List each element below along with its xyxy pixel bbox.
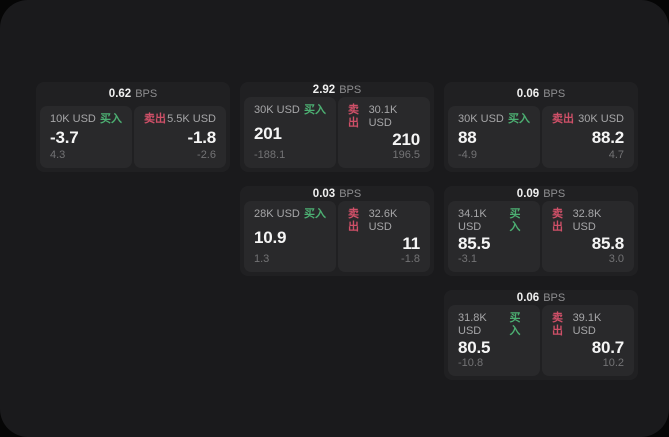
buy-price: 201 xyxy=(254,123,282,143)
buy-panel[interactable]: 31.8K USD 买入 80.5 -10.8 xyxy=(448,305,540,376)
sell-label: 卖出 xyxy=(348,104,359,129)
buy-change: -10.8 xyxy=(458,357,484,369)
sell-label: 卖出 xyxy=(348,208,359,233)
bps-unit: BPS xyxy=(543,187,566,200)
sell-panel[interactable]: 卖出 32.8K USD 85.8 3.0 xyxy=(542,201,634,272)
bps-value: 0.03 xyxy=(312,187,336,200)
sell-change: -2.6 xyxy=(197,149,216,161)
buy-label: 买入 xyxy=(508,113,530,125)
buy-panel[interactable]: 28K USD 买入 10.9 1.3 xyxy=(244,201,336,272)
panel-pair: 28K USD 买入 10.9 1.3 卖出 32.6K USD 11 -1.8 xyxy=(244,201,430,272)
buy-amount: 30K USD xyxy=(458,113,504,125)
buy-change: 1.3 xyxy=(254,253,270,265)
buy-panel[interactable]: 30K USD 买入 88 -4.9 xyxy=(448,106,540,168)
buy-label: 买入 xyxy=(304,104,326,116)
buy-label: 买入 xyxy=(509,208,521,233)
bps-value: 0.06 xyxy=(516,291,540,304)
bps-value: 0.06 xyxy=(516,88,540,100)
buy-price: 85.5 xyxy=(458,234,491,253)
quote-card: 0.06 BPS 31.8K USD 买入 80.5 -10.8 卖出 39.1… xyxy=(444,290,638,380)
quote-card: 0.03 BPS 28K USD 买入 10.9 1.3 卖出 32.6K US… xyxy=(240,186,434,276)
sell-panel[interactable]: 卖出 5.5K USD -1.8 -2.6 xyxy=(134,106,226,168)
buy-change: -188.1 xyxy=(254,149,286,161)
sell-panel[interactable]: 卖出 30K USD 88.2 4.7 xyxy=(542,106,634,168)
sell-label: 卖出 xyxy=(552,113,574,125)
bps-unit: BPS xyxy=(135,88,158,100)
sell-change: 4.7 xyxy=(608,149,624,161)
bps-unit: BPS xyxy=(543,291,566,304)
quote-card: 0.09 BPS 34.1K USD 买入 85.5 -3.1 卖出 32.8K… xyxy=(444,186,638,276)
buy-panel[interactable]: 30K USD 买入 201 -188.1 xyxy=(244,97,336,168)
card-header: 0.06 BPS xyxy=(448,290,634,305)
sell-panel[interactable]: 卖出 39.1K USD 80.7 10.2 xyxy=(542,305,634,376)
sell-price: 88.2 xyxy=(591,128,624,147)
sell-panel[interactable]: 卖出 30.1K USD 210 196.5 xyxy=(338,97,430,168)
panel-pair: 31.8K USD 买入 80.5 -10.8 卖出 39.1K USD 80.… xyxy=(448,305,634,376)
sell-amount: 30.1K USD xyxy=(368,104,398,129)
sell-amount: 32.6K USD xyxy=(368,208,398,233)
sell-label: 卖出 xyxy=(552,312,563,337)
bps-unit: BPS xyxy=(543,88,566,100)
sell-change: 10.2 xyxy=(602,357,624,369)
buy-amount: 31.8K USD xyxy=(458,312,487,337)
sell-change: 196.5 xyxy=(392,149,420,161)
quote-card: 0.62 BPS 10K USD 买入 -3.7 4.3 卖出 5.5K USD xyxy=(36,82,230,172)
buy-label: 买入 xyxy=(100,113,122,125)
quote-grid: 0.62 BPS 10K USD 买入 -3.7 4.3 卖出 5.5K USD xyxy=(36,82,638,380)
sell-price: 80.7 xyxy=(591,338,624,357)
quote-card: 2.92 BPS 30K USD 买入 201 -188.1 卖出 30.1K … xyxy=(240,82,434,172)
sell-change: 3.0 xyxy=(608,253,624,265)
buy-label: 买入 xyxy=(509,312,521,337)
sell-price: -1.8 xyxy=(187,128,217,147)
card-header: 0.09 BPS xyxy=(448,186,634,201)
buy-change: 4.3 xyxy=(50,149,66,161)
card-header: 0.62 BPS xyxy=(40,82,226,106)
sell-amount: 39.1K USD xyxy=(572,312,602,337)
panel-pair: 34.1K USD 买入 85.5 -3.1 卖出 32.8K USD 85.8… xyxy=(448,201,634,272)
bps-unit: BPS xyxy=(339,187,362,200)
panel-pair: 30K USD 买入 201 -188.1 卖出 30.1K USD 210 1… xyxy=(244,97,430,168)
bps-unit: BPS xyxy=(339,83,362,96)
panel-pair: 30K USD 买入 88 -4.9 卖出 30K USD 88.2 4.7 xyxy=(448,106,634,168)
sell-amount: 32.8K USD xyxy=(572,208,602,233)
bps-value: 0.62 xyxy=(108,88,132,100)
sell-amount: 30K USD xyxy=(578,113,624,125)
card-header: 0.06 BPS xyxy=(448,82,634,106)
sell-price: 85.8 xyxy=(591,234,624,253)
card-header: 2.92 BPS xyxy=(244,82,430,97)
sell-change: -1.8 xyxy=(401,253,420,265)
buy-price: 80.5 xyxy=(458,338,491,357)
quote-card: 0.06 BPS 30K USD 买入 88 -4.9 卖出 30K USD xyxy=(444,82,638,172)
sell-label: 卖出 xyxy=(144,113,166,125)
buy-amount: 34.1K USD xyxy=(458,208,487,233)
buy-price: -3.7 xyxy=(50,128,79,147)
buy-label: 买入 xyxy=(304,208,326,220)
buy-price: 10.9 xyxy=(254,227,287,247)
bps-value: 2.92 xyxy=(312,83,336,96)
buy-price: 88 xyxy=(458,128,477,147)
card-header: 0.03 BPS xyxy=(244,186,430,201)
sell-price: 210 xyxy=(392,130,420,149)
buy-change: -3.1 xyxy=(458,253,477,265)
bps-value: 0.09 xyxy=(516,187,540,200)
buy-amount: 28K USD xyxy=(254,208,300,220)
sell-price: 11 xyxy=(402,234,420,253)
buy-amount: 10K USD xyxy=(50,113,96,125)
sell-amount: 5.5K USD xyxy=(167,113,216,125)
buy-panel[interactable]: 10K USD 买入 -3.7 4.3 xyxy=(40,106,132,168)
sell-label: 卖出 xyxy=(552,208,563,233)
panel-pair: 10K USD 买入 -3.7 4.3 卖出 5.5K USD -1.8 -2.… xyxy=(40,106,226,168)
sell-panel[interactable]: 卖出 32.6K USD 11 -1.8 xyxy=(338,201,430,272)
buy-panel[interactable]: 34.1K USD 买入 85.5 -3.1 xyxy=(448,201,540,272)
buy-change: -4.9 xyxy=(458,149,477,161)
buy-amount: 30K USD xyxy=(254,104,300,116)
